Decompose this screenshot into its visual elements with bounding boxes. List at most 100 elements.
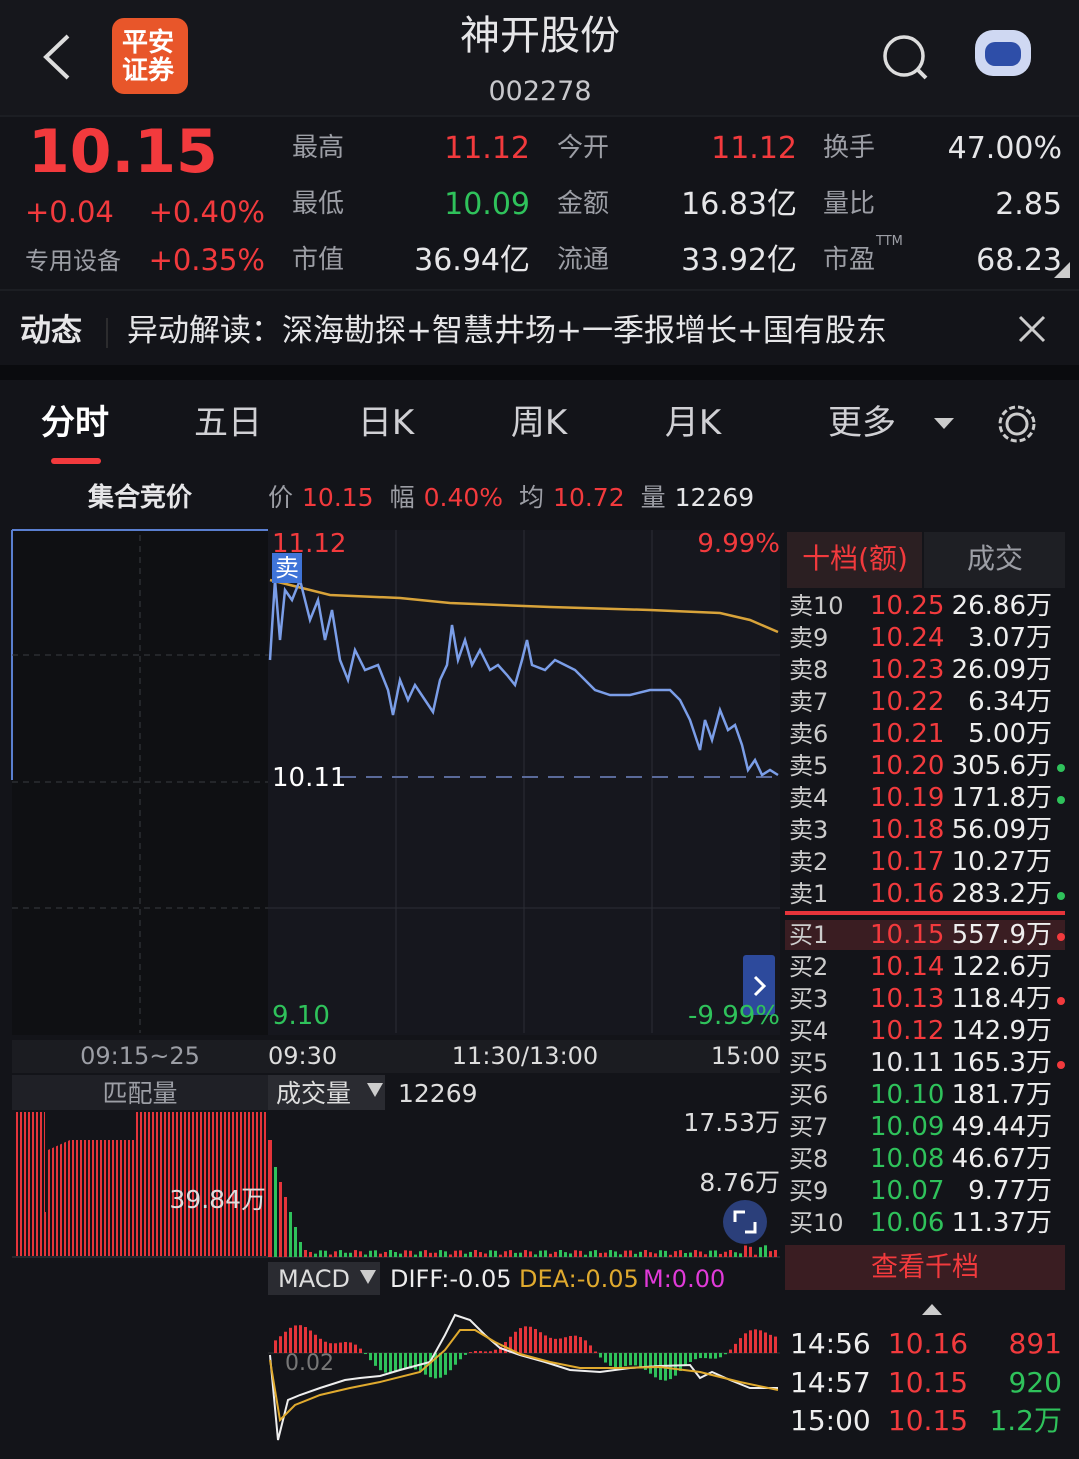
macd-select[interactable] <box>268 1262 380 1295</box>
tab[interactable]: 更多 <box>828 403 896 443</box>
volume-bar <box>614 1251 617 1257</box>
auction-label: 集合竞价 <box>87 483 193 513</box>
volume-bar <box>369 1250 372 1257</box>
volume-bar <box>709 1250 712 1257</box>
logo-text: 平安 <box>122 28 175 58</box>
expand-side-button[interactable] <box>743 955 775 1015</box>
tab-underline <box>51 458 101 464</box>
tab[interactable]: 五日 <box>194 403 262 443</box>
close-icon[interactable] <box>1018 315 1046 343</box>
volume-bar <box>459 1250 462 1257</box>
tab[interactable]: 月K <box>664 403 722 443</box>
volume-bar <box>624 1250 627 1257</box>
book-level: 买5 <box>789 1049 829 1077</box>
macd-bar <box>419 1353 422 1372</box>
book-level: 卖7 <box>789 688 829 716</box>
macd-bar <box>719 1353 722 1358</box>
volume-bar <box>494 1250 497 1257</box>
macd-bar <box>474 1350 477 1353</box>
search-icon[interactable] <box>883 35 925 77</box>
volume-bar <box>599 1252 602 1257</box>
book-tab[interactable]: 成交 <box>966 542 1024 575</box>
book-amount: 11.37万 <box>951 1208 1052 1238</box>
volume-bar <box>294 1227 297 1257</box>
macd-bar <box>479 1351 482 1353</box>
book-level: 买9 <box>789 1177 829 1205</box>
volume-bar <box>469 1251 472 1257</box>
book-level: 买1 <box>789 921 829 949</box>
volume-bar <box>729 1250 732 1257</box>
trade-time: 15:00 <box>790 1404 871 1437</box>
fullscreen-button[interactable] <box>723 1200 767 1244</box>
macd-bar <box>634 1353 637 1366</box>
volume-bar <box>499 1254 502 1257</box>
volume-bar <box>364 1254 367 1257</box>
back-icon[interactable] <box>43 34 70 80</box>
tab[interactable]: 分时 <box>41 403 109 443</box>
book-amount: 46.67万 <box>951 1144 1052 1174</box>
book-price: 10.17 <box>870 847 945 877</box>
stat-label: 金额 <box>557 189 610 219</box>
volume-bar <box>634 1253 637 1257</box>
volume-bar <box>309 1251 312 1257</box>
trade-volume: 1.2万 <box>989 1404 1062 1437</box>
macd-bar <box>289 1327 292 1353</box>
macd-label: MACD <box>278 1265 350 1293</box>
stat-label: 今开 <box>557 133 610 163</box>
book-price: 10.09 <box>870 1112 945 1142</box>
trade-time: 14:57 <box>790 1365 871 1399</box>
macd-bar <box>654 1353 657 1378</box>
macd-bar <box>294 1325 297 1353</box>
book-amount: 142.9万 <box>951 1016 1052 1046</box>
volume-bar <box>659 1250 662 1257</box>
info-label: 价 <box>268 483 294 512</box>
volume-select[interactable] <box>268 1075 385 1110</box>
macd-bar <box>679 1353 682 1372</box>
low-pct-label: -9.99% <box>688 1001 780 1031</box>
macd-bar <box>569 1335 572 1353</box>
book-level: 卖6 <box>789 720 829 748</box>
volume-bar <box>594 1250 597 1257</box>
macd-bar <box>429 1353 432 1378</box>
macd-bar <box>684 1353 687 1367</box>
volume-label: 成交量 <box>276 1079 352 1108</box>
macd-bar <box>694 1353 697 1360</box>
stat-label: 最低 <box>292 189 345 219</box>
tab[interactable]: 周K <box>510 403 568 443</box>
book-level: 卖8 <box>789 656 829 684</box>
price-change: +0.04 <box>25 195 114 229</box>
news-text[interactable]: 异动解读：深海勘探+智慧井场+一季报增长+国有股东 <box>127 313 887 349</box>
big-order-dot <box>1057 933 1065 941</box>
volume-bar <box>539 1250 542 1257</box>
volume-bar <box>379 1253 382 1257</box>
time-label: 15:00 <box>710 1042 780 1070</box>
volume-bar <box>544 1250 547 1257</box>
info-label: 量 <box>640 483 666 512</box>
book-level: 买3 <box>789 985 829 1013</box>
stat-value: 16.83亿 <box>681 187 797 222</box>
macd-bar <box>759 1330 762 1353</box>
book-level: 买6 <box>789 1081 829 1109</box>
settings-icon[interactable] <box>1005 412 1029 436</box>
logo-text: 证券 <box>122 56 175 86</box>
volume-bar <box>389 1250 392 1257</box>
book-price: 10.11 <box>870 1048 945 1078</box>
book-tab[interactable]: 十档(额) <box>802 542 908 575</box>
match-label: 匹配量 <box>102 1079 178 1108</box>
volume-mid: 8.76万 <box>699 1168 780 1197</box>
volume-bar <box>424 1250 427 1257</box>
macd-level: 0.02 <box>285 1351 334 1376</box>
volume-bar <box>764 1245 767 1257</box>
stat-value: 2.85 <box>995 187 1062 222</box>
stat-label: 流通 <box>557 245 610 275</box>
trade-price: 10.15 <box>887 1365 969 1399</box>
macd-bar <box>564 1337 567 1353</box>
more-arrow[interactable] <box>934 418 954 429</box>
view-depth-button[interactable] <box>785 1245 1065 1290</box>
book-level: 买7 <box>789 1113 829 1141</box>
tab[interactable]: 日K <box>357 403 415 443</box>
volume-bar <box>644 1250 647 1257</box>
macd-bar <box>579 1337 582 1353</box>
volume-bar <box>454 1250 457 1257</box>
